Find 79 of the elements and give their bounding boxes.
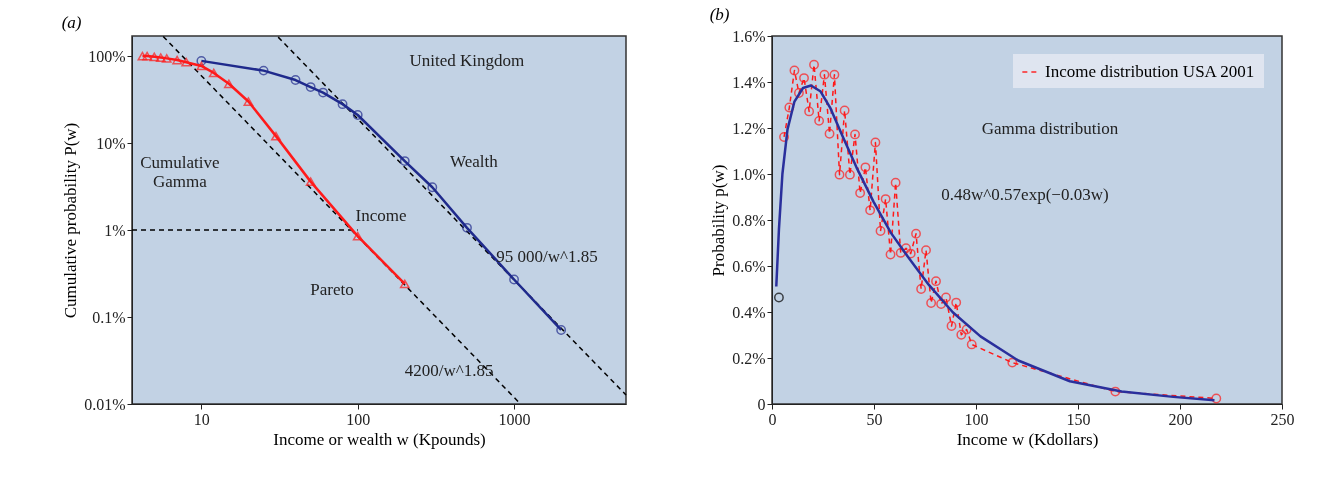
x-tick-label: 10 [193,410,210,428]
x-tick-label: 100 [964,410,989,428]
point [850,129,860,140]
annotation: 0.48w^0.57exp(−0.03w) [941,184,1109,204]
point [793,88,804,98]
x-tick-label: 1000 [498,410,531,428]
point [799,73,809,84]
y-tick-label: 1.6% [732,27,766,45]
point [829,69,840,80]
x-tick-label: 200 [1168,410,1193,428]
point [774,292,784,303]
point [834,169,845,180]
point [931,276,941,287]
x-tick-label: 0 [768,410,777,428]
point [870,137,881,148]
point [860,162,871,173]
legend-label: Income distribution USA 2001 [1045,62,1255,81]
point [885,249,896,260]
annotation: Gamma distribution [981,119,1119,139]
point [921,245,931,256]
y-tick-label: 1% [104,221,126,239]
y-axis-title: Probability p(w) [709,164,729,277]
x-axis-title: Income w (Kdollars) [956,429,1099,449]
point [804,106,815,117]
point [901,243,911,254]
y-tick-label: 0 [757,395,766,413]
annotation: Cumulative Gamma [140,153,220,192]
point [845,169,855,180]
y-tick-label: 0.2% [732,349,766,367]
point [966,339,977,350]
point [946,321,957,331]
y-tick-label: 100% [88,47,126,65]
y-tick-label: 1.2% [732,119,766,137]
point [916,284,927,294]
point [855,188,866,199]
point [890,177,901,188]
point [809,59,819,70]
point [1211,393,1222,404]
y-tick-label: 0.8% [732,211,766,229]
x-tick-label: 100 [346,410,371,428]
x-axis-title: Income or wealth w (Kpounds) [273,429,486,449]
point [956,329,967,340]
point [824,128,835,139]
point [941,292,951,303]
x-tick-label: 150 [1066,410,1091,428]
point [865,205,876,216]
point [779,132,789,142]
point [905,248,916,259]
point [936,299,947,309]
annotation: 95 000/w^1.85 [496,246,598,266]
y-tick-label: 0.4% [732,303,766,321]
point [911,228,921,239]
y-axis-title: Cumulative probability P(w) [61,122,81,319]
y-tick-label: 1.4% [732,73,766,91]
y-tick-label: 1.0% [732,165,766,183]
point [814,115,825,126]
y-tick-label: 0.6% [732,257,766,275]
annotation: 4200/w^1.85 [404,361,494,381]
y-tick-label: 0.01% [84,395,126,413]
annotation: Pareto [310,279,354,299]
point [1007,357,1018,368]
point [926,298,937,308]
y-tick-label: 0.1% [92,308,126,326]
chart-title: (a) [61,12,82,32]
x-tick-label: 50 [866,410,883,428]
annotation: United Kingdom [409,51,525,71]
point [839,105,850,116]
x-tick-label: 250 [1270,410,1295,428]
point [880,194,891,204]
point [951,297,962,308]
point [961,324,972,335]
point [789,65,800,76]
chart-title: (b) [709,5,730,24]
point [1110,386,1121,397]
point [875,226,886,236]
y-tick-label: 10% [96,134,126,152]
annotation: Income [355,205,407,225]
annotation: Wealth [449,152,499,172]
point [819,69,830,80]
